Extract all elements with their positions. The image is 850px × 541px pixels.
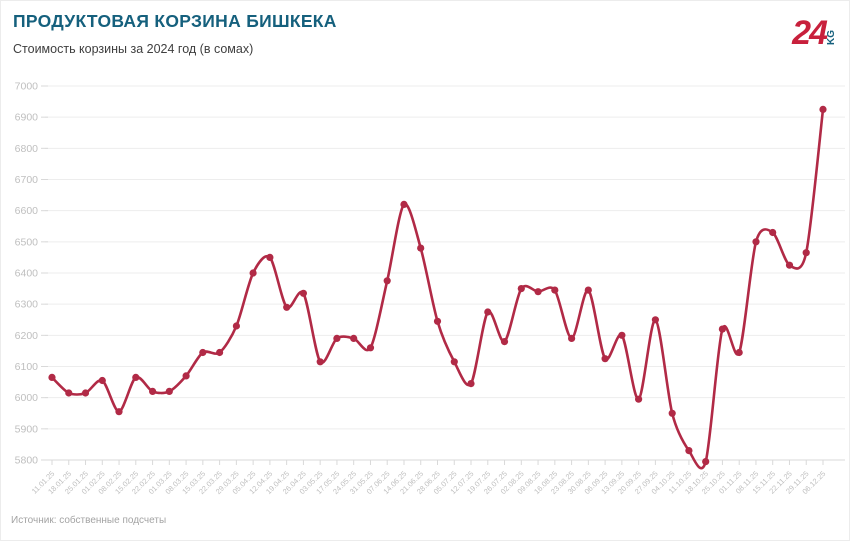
data-point — [132, 373, 140, 381]
chart-subtitle: Стоимость корзины за 2024 год (в сомах) — [13, 42, 254, 56]
data-point — [299, 289, 307, 297]
y-tick-label: 6200 — [15, 330, 39, 342]
data-point — [618, 331, 626, 339]
y-tick-label: 6600 — [15, 205, 39, 217]
logo-24-text: 24 — [792, 14, 828, 52]
data-point — [819, 105, 827, 113]
data-point — [668, 409, 676, 417]
y-tick-label: 6400 — [15, 268, 39, 280]
data-point — [366, 344, 375, 352]
data-point — [249, 269, 257, 277]
data-point — [199, 348, 207, 357]
data-point — [785, 261, 794, 269]
data-point — [48, 373, 56, 381]
data-point — [484, 308, 492, 316]
data-point — [568, 334, 576, 342]
data-point — [517, 285, 525, 293]
y-tick-label: 6100 — [15, 361, 39, 373]
y-tick-label: 6300 — [15, 299, 39, 311]
y-tick-label: 6900 — [15, 112, 39, 124]
data-point — [149, 387, 157, 395]
data-point — [400, 200, 408, 208]
data-point — [467, 380, 475, 388]
data-point — [216, 348, 224, 357]
data-point — [65, 389, 73, 397]
data-point — [165, 387, 173, 395]
data-point — [81, 389, 90, 397]
data-point — [182, 372, 190, 380]
data-point — [98, 376, 106, 385]
data-point — [651, 316, 660, 324]
data-point — [769, 228, 777, 237]
data-point — [417, 244, 425, 252]
data-point — [702, 458, 710, 466]
data-point — [450, 358, 458, 366]
logo-24kg: 24 KG — [792, 9, 839, 51]
data-point — [350, 334, 358, 342]
data-point — [752, 238, 760, 246]
y-tick-label: 6000 — [15, 392, 39, 404]
data-point — [232, 322, 240, 330]
data-point — [266, 253, 274, 261]
y-tick-label: 5900 — [15, 423, 39, 435]
y-tick-label: 6700 — [15, 174, 39, 186]
page-title: ПРОДУКТОВАЯ КОРЗИНА БИШКЕКА — [13, 11, 337, 31]
data-point — [718, 325, 727, 333]
data-point — [500, 338, 509, 346]
data-point — [383, 277, 391, 285]
data-point — [283, 303, 291, 311]
data-point — [601, 355, 609, 363]
data-point — [802, 249, 810, 257]
y-tick-label: 7000 — [15, 81, 39, 93]
series-line — [50, 108, 825, 470]
chart-header: ПРОДУКТОВАЯ КОРЗИНА БИШКЕКА Стоимость ко… — [13, 11, 337, 56]
data-point — [534, 288, 542, 296]
data-point — [735, 348, 743, 357]
y-tick-label: 5800 — [15, 455, 39, 467]
data-point — [433, 317, 442, 325]
y-tick-label: 6800 — [15, 143, 39, 155]
source-note: Источник: собственные подсчеты — [11, 515, 167, 526]
y-tick-label: 6500 — [15, 236, 39, 248]
data-point — [635, 395, 643, 403]
data-point — [316, 358, 324, 366]
data-point — [685, 447, 693, 455]
data-point — [333, 334, 341, 342]
data-point — [551, 286, 559, 294]
data-point — [584, 286, 592, 294]
data-point — [115, 408, 123, 416]
